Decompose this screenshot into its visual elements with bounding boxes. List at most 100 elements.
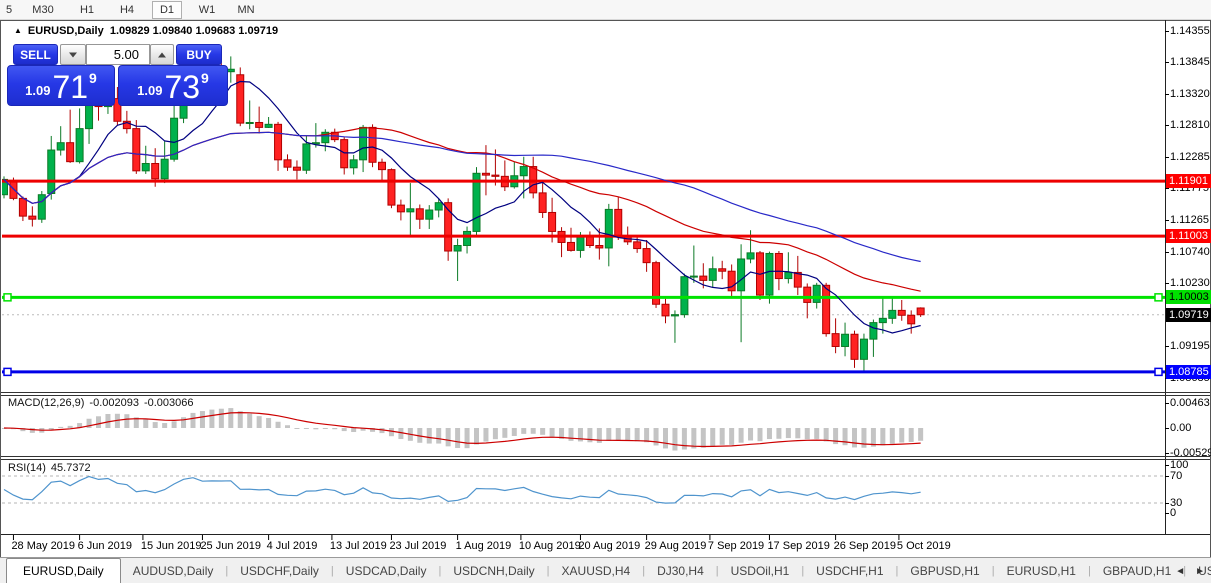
price-axis-tick — [1165, 282, 1169, 284]
chart-tab-dj30-h4[interactable]: DJ30,H4 — [657, 563, 704, 578]
chart-title: ▲ EURUSD,Daily 1.09829 1.09840 1.09683 1.… — [14, 25, 278, 37]
price-axis-tick — [1165, 93, 1169, 95]
chart-tab-audusd-daily[interactable]: AUDUSD,Daily — [132, 563, 214, 578]
price-axis-label: 1.09195 — [1170, 340, 1210, 353]
chart-tab-gbpusd-h1[interactable]: GBPUSD,H1 — [910, 563, 980, 578]
macd-axis-label: 0.00463 — [1170, 396, 1210, 409]
timeframe-button-H1[interactable]: H1 — [79, 4, 95, 16]
date-axis-label: 1 Aug 2019 — [455, 540, 512, 552]
sell-price-panel[interactable]: 1.09 71 9 — [7, 65, 115, 106]
price-axis-tick — [1165, 30, 1169, 32]
chart-tab-usdchf-daily[interactable]: USDCHF,Daily — [240, 563, 319, 578]
rsi-axis-label: 30 — [1170, 496, 1183, 509]
date-axis-label: 10 Aug 2019 — [518, 540, 581, 552]
chart-tab-usdjp[interactable]: USDJP — [1198, 563, 1211, 578]
buy-price-big: 73 — [164, 69, 201, 105]
chart-tab-usdcnh-daily[interactable]: USDCNH,Daily — [453, 563, 535, 578]
price-marker-1.11901: 1.11901 — [1166, 174, 1211, 189]
tab-separator: | — [642, 564, 646, 577]
timeframe-button-5[interactable]: 5 — [5, 4, 13, 16]
rsi-axis-label: 70 — [1170, 469, 1183, 482]
tab-separator: | — [438, 564, 442, 577]
hline-handle[interactable] — [3, 293, 12, 302]
timeframe-button-H4[interactable]: H4 — [119, 4, 135, 16]
price-axis-tick — [1165, 188, 1169, 190]
price-axis-label: 1.14355 — [1170, 24, 1210, 37]
buy-button[interactable]: BUY — [176, 44, 222, 65]
tab-separator: | — [546, 564, 550, 577]
price-axis-tick — [1165, 219, 1169, 221]
indicator-axis-tick — [1165, 452, 1169, 454]
chart-tab-usdchf-h1[interactable]: USDCHF,H1 — [816, 563, 884, 578]
tab-separator: | — [991, 564, 995, 577]
timeframe-button-MN[interactable]: MN — [237, 4, 255, 16]
volume-increase-button[interactable] — [150, 44, 174, 65]
one-click-collapse-icon[interactable]: ▲ — [14, 26, 22, 35]
hline-handle[interactable] — [1154, 293, 1163, 302]
date-axis-label: 25 Jun 2019 — [200, 540, 261, 552]
price-marker-1.08785: 1.08785 — [1166, 364, 1211, 379]
triangle-up-icon — [158, 52, 166, 57]
rsi-value: 45.7372 — [50, 462, 91, 474]
indicator-axis-tick — [1165, 502, 1169, 504]
timeframe-button-M30[interactable]: M30 — [32, 4, 54, 16]
macd-value-signal: -0.003066 — [143, 397, 194, 409]
chart-tab-xauusd-h4[interactable]: XAUUSD,H4 — [561, 563, 631, 578]
sell-price-sup: 9 — [89, 70, 97, 86]
indicator-axis-tick — [1165, 427, 1169, 429]
date-axis-label: 7 Sep 2019 — [707, 540, 765, 552]
rsi-axis-label: 0 — [1170, 506, 1177, 519]
main-pane[interactable] — [1, 45, 1166, 377]
timeframe-button-W1[interactable]: W1 — [198, 4, 216, 16]
price-marker-1.10003: 1.10003 — [1166, 290, 1211, 305]
price-axis-label: 1.10740 — [1170, 245, 1210, 258]
hline-handle[interactable] — [1154, 367, 1163, 377]
macd-axis-label: 0.00 — [1170, 421, 1192, 434]
timeframe-toolbar: 5 M30 H1 H4 D1 W1 MN — [0, 0, 1211, 20]
price-axis-label: 1.13320 — [1170, 87, 1210, 100]
date-axis-label: 28 May 2019 — [11, 540, 76, 552]
rsi-axis-label: 100 — [1170, 458, 1189, 471]
tab-scroll-right-icon[interactable]: ► — [1195, 565, 1205, 577]
price-marker-1.11003: 1.11003 — [1166, 229, 1211, 244]
chart-tab-usdcad-daily[interactable]: USDCAD,Daily — [345, 563, 427, 578]
tab-separator: | — [715, 564, 719, 577]
date-axis-label: 20 Aug 2019 — [578, 540, 641, 552]
rsi-title: RSI(14) — [8, 462, 46, 474]
indicator-axis-tick — [1165, 464, 1169, 466]
timeframe-button-D1[interactable]: D1 — [152, 1, 182, 19]
macd-label: MACD(12,26,9) -0.002093 -0.003066 — [8, 397, 199, 409]
chart-tab-eurusd-daily[interactable]: EURUSD,Daily — [6, 558, 121, 583]
chart-window — [0, 20, 1211, 583]
buy-price-panel[interactable]: 1.09 73 9 — [118, 65, 228, 106]
indicator-axis-tick — [1165, 402, 1169, 404]
rsi-pane[interactable] — [2, 475, 1165, 504]
tab-scroll-left-icon[interactable]: ◄ — [1175, 565, 1186, 577]
sell-price-big: 71 — [52, 69, 89, 105]
macd-axis-label: -0.005299 — [1170, 446, 1211, 459]
sell-price-small: 1.09 — [25, 83, 51, 98]
macd-pane[interactable] — [2, 408, 924, 451]
date-axis-label: 13 Jul 2019 — [329, 540, 387, 552]
chart-tab-gbpaud-h1[interactable]: GBPAUD,H1 — [1102, 563, 1172, 578]
tab-separator: | — [1087, 564, 1091, 577]
candles-layer[interactable] — [1, 45, 925, 372]
chart-tab-usdoil-h1[interactable]: USDOil,H1 — [730, 563, 790, 578]
chart-tab-eurusd-h1[interactable]: EURUSD,H1 — [1006, 563, 1076, 578]
moving-average-55 — [3, 131, 921, 263]
buy-price-sup: 9 — [201, 70, 209, 86]
hline-handle[interactable] — [3, 367, 12, 377]
price-axis-tick — [1165, 251, 1169, 253]
sell-button[interactable]: SELL — [13, 44, 58, 65]
indicator-axis-tick — [1165, 475, 1169, 477]
tab-separator: | — [1183, 564, 1187, 577]
chart-ohlc-values: 1.09829 1.09840 1.09683 1.09719 — [109, 25, 279, 37]
macd-value-main: -0.002093 — [89, 397, 139, 409]
moving-average-8 — [3, 80, 921, 334]
date-axis-label: 23 Jul 2019 — [389, 540, 447, 552]
volume-input[interactable]: 5.00 — [86, 44, 150, 65]
price-axis-tick — [1165, 125, 1169, 127]
volume-decrease-button[interactable] — [60, 44, 86, 65]
